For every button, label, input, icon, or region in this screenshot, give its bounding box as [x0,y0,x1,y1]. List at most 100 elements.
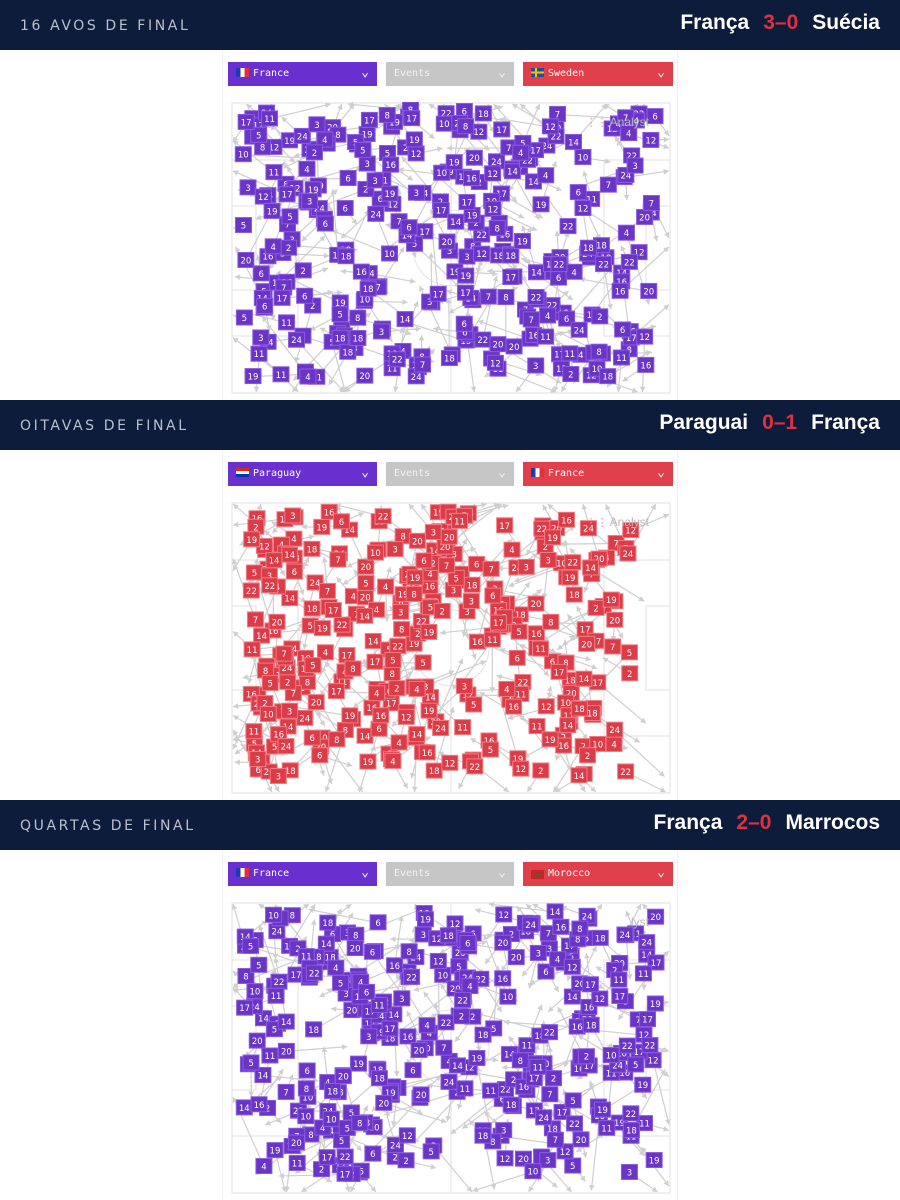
marker-number: 17 [282,191,293,201]
marker-number: 3 [314,121,319,131]
left-team-dropdown[interactable]: France ⌄ [228,862,377,886]
sweden-flag-icon [531,68,544,77]
player-marker: 11 [278,314,296,331]
arrowhead-icon [289,157,295,163]
player-marker: 6 [256,297,274,314]
arrowhead-icon [622,744,629,751]
arrowhead-icon [233,337,239,344]
marker-box [265,164,283,181]
arrowhead-icon [659,787,666,793]
events-dropdown[interactable]: Events ⌄ [386,462,514,486]
marker-number: 5 [345,1124,350,1134]
pass-arrow [497,368,557,393]
player-marker: 6 [550,269,568,286]
arrowhead-icon [233,521,239,528]
arrowhead-icon [321,556,328,563]
marker-number: 24 [620,931,631,941]
marker-number: 3 [501,1127,506,1137]
player-marker: 19 [359,753,377,770]
marker-number: 2 [393,1153,398,1163]
pass-arrow [497,690,519,759]
marker-number: 20 [272,618,283,628]
marker-number: 20 [416,1091,427,1101]
arrowhead-icon [419,285,425,292]
player-marker: 11 [612,349,630,366]
right-team-dropdown[interactable]: ★ Morocco ⌄ [523,862,673,886]
marker-box [272,366,290,383]
player-marker: 19 [544,529,562,546]
marker-number: 8 [577,925,582,935]
player-marker: 10 [265,906,283,923]
player-marker: 17 [237,113,255,130]
marker-box [455,315,473,332]
marker-number: 3 [431,529,436,539]
arrowhead-icon [337,104,343,110]
pass-arrow [431,230,439,295]
marker-number: 5 [256,961,261,971]
arrowhead-icon [304,557,310,564]
arrowhead-icon [234,759,240,766]
marker-box [234,146,252,163]
right-team-dropdown[interactable]: Sweden ⌄ [523,62,673,86]
marker-number: 20 [639,213,650,223]
marker-number: 19 [545,736,556,746]
arrowhead-icon [234,748,241,755]
marker-number: 14 [388,1011,399,1021]
arrowhead-icon [561,386,567,392]
marker-box [457,118,475,135]
marker-number: 24 [574,326,585,336]
arrowhead-icon [559,541,565,547]
marker-number: 10 [300,1113,311,1123]
marker-number: 3 [451,586,456,596]
player-marker: 8 [378,107,396,124]
right-team-dropdown[interactable]: France ⌄ [523,462,673,486]
scoreline: França 3–0 Suécia [680,11,880,35]
marker-box [237,113,255,130]
events-dropdown[interactable]: Events ⌄ [386,862,514,886]
marker-number: 3 [372,177,377,187]
player-marker: 4 [390,734,408,751]
marker-number: 20 [576,1136,587,1146]
events-dropdown[interactable]: Events ⌄ [386,62,514,86]
marker-number: 5 [337,311,342,321]
marker-box [339,169,357,186]
player-marker: 3 [393,990,411,1007]
player-marker: 14 [408,726,426,743]
marker-number: 16 [558,742,569,752]
player-marker: 7 [277,1083,295,1100]
arrowhead-icon [508,581,515,588]
marker-box [527,357,545,374]
marker-number: 3 [258,334,263,344]
left-team-dropdown[interactable]: France ⌄ [228,62,377,86]
arrowhead-icon [623,194,630,201]
marker-number: 11 [601,1124,612,1134]
marker-box [617,224,635,241]
arrowhead-icon [502,786,509,792]
arrowhead-icon [418,335,425,341]
arrowhead-icon [480,660,487,666]
arrowhead-icon [358,786,364,792]
player-marker: 4 [408,680,426,697]
player-marker: 6 [646,108,664,125]
arrowhead-icon [620,245,626,252]
arrowhead-icon [567,614,573,621]
player-marker: 16 [527,625,545,642]
marker-number: 19 [353,1060,364,1070]
arrowhead-icon [650,504,656,510]
marker-number: 16 [375,712,386,722]
marker-number: 17 [291,971,302,981]
marker-box [640,282,658,299]
player-marker: 6 [363,943,381,960]
marker-number: 17 [433,290,444,300]
left-team-dropdown[interactable]: Paraguay ⌄ [228,462,377,486]
player-marker: 5 [235,217,253,234]
arrowhead-icon [562,290,569,297]
player-marker: 16 [557,511,575,528]
marker-box [273,289,291,306]
player-marker: 22 [566,1115,584,1132]
marker-number: 11 [616,354,627,364]
marker-number: 4 [624,229,629,239]
player-marker: 6 [400,219,418,236]
player-marker: 2 [305,144,323,161]
marker-number: 12 [578,204,589,214]
